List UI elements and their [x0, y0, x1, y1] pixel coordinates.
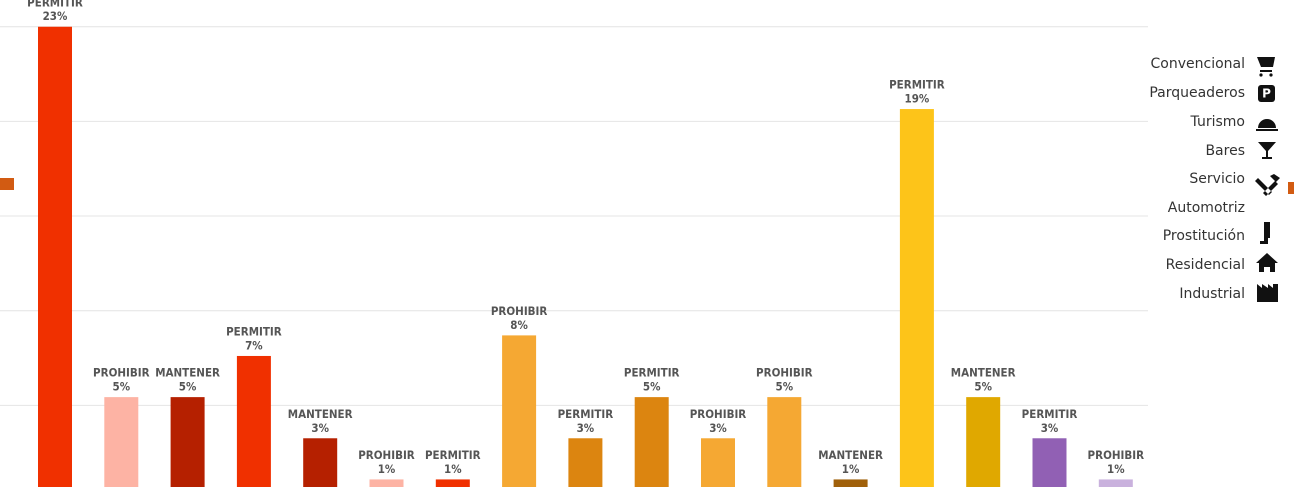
icon: [1259, 73, 1263, 77]
bar-label: PERMITIR: [558, 407, 614, 421]
marker: [1288, 182, 1294, 194]
value-label: 1%: [444, 462, 462, 476]
bar-label: MANTENER: [951, 366, 1016, 380]
value-label: 5%: [113, 380, 131, 394]
value-label: 5%: [643, 380, 661, 394]
value-label: 5%: [179, 380, 197, 394]
bar: [38, 26, 72, 487]
value-label: 5%: [776, 380, 794, 394]
bar: [502, 335, 537, 487]
legend-icons: P: [1255, 57, 1280, 302]
value-label: 1%: [1107, 462, 1125, 476]
bar-label: PERMITIR: [624, 366, 680, 380]
legend-label: Residencial: [1166, 257, 1245, 273]
bar-label: MANTENER: [155, 366, 220, 380]
bar-label: PERMITIR: [889, 78, 945, 92]
legend-label: Bares: [1205, 143, 1245, 159]
bar-label: PROHIBIR: [1088, 448, 1145, 462]
value-label: 19%: [905, 92, 930, 106]
value-label: 23%: [43, 9, 68, 23]
legend-label: Prostitución: [1163, 228, 1245, 244]
bar: [1098, 479, 1133, 487]
value-label: 5%: [974, 380, 992, 394]
bar-label: PERMITIR: [425, 448, 481, 462]
value-label: 3%: [577, 421, 595, 435]
bar: [435, 479, 470, 487]
value-label: 1%: [842, 462, 860, 476]
icon-bell: [1256, 119, 1278, 131]
bar: [634, 397, 669, 487]
value-label: 1%: [378, 462, 396, 476]
bar-label: PROHIBIR: [690, 407, 747, 421]
value-label: 8%: [510, 318, 528, 332]
bar: [236, 355, 271, 487]
icon-glass: [1258, 142, 1276, 159]
legend-label: Servicio: [1189, 171, 1245, 187]
legend-label: Convencional: [1151, 56, 1245, 72]
value-label: 3%: [1041, 421, 1059, 435]
bar-label: PROHIBIR: [93, 366, 150, 380]
bar-label: PROHIBIR: [358, 448, 415, 462]
value-label: 3%: [709, 421, 727, 435]
icon: P: [1262, 87, 1271, 101]
icon: [1269, 73, 1273, 77]
bar: [170, 397, 205, 487]
bar: [568, 438, 603, 487]
bar: [104, 397, 139, 487]
bar: [701, 438, 735, 487]
bar-label: MANTENER: [818, 448, 883, 462]
bar: [303, 438, 338, 487]
icon-boot: [1260, 222, 1270, 244]
bar: [966, 397, 1001, 487]
legend-label: Industrial: [1179, 286, 1245, 302]
bar-label: PERMITIR: [226, 324, 282, 338]
icon-factory: [1257, 284, 1278, 302]
icon-parking: [1258, 85, 1275, 102]
legend-label: Parqueaderos: [1149, 85, 1245, 101]
bar: [767, 397, 802, 487]
bar: [833, 479, 868, 487]
value-label: 3%: [311, 421, 329, 435]
marker: [0, 178, 14, 190]
bar-label: PERMITIR: [27, 0, 83, 9]
value-label: 7%: [245, 338, 263, 352]
icon-cart: [1257, 57, 1275, 72]
bar: [1032, 438, 1067, 487]
bar: [899, 109, 934, 487]
legend-label: Automotriz: [1168, 200, 1245, 216]
icon-tools: [1255, 174, 1280, 196]
bar-label: MANTENER: [288, 407, 353, 421]
bar-label: PERMITIR: [1022, 407, 1078, 421]
bar: [369, 479, 404, 487]
icon-home: [1256, 253, 1278, 272]
bar-label: PROHIBIR: [491, 304, 548, 318]
bar-label: PROHIBIR: [756, 366, 813, 380]
legend-label: Turismo: [1190, 114, 1245, 130]
